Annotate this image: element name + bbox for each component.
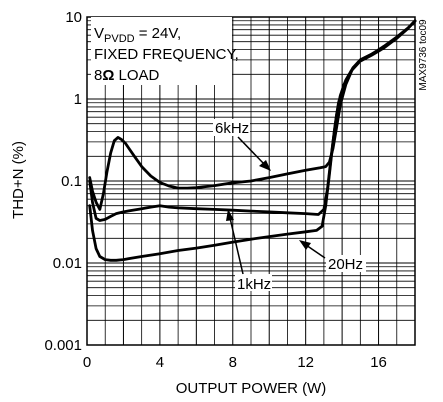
y-axis-title: THD+N (%)	[10, 141, 27, 219]
annotation-1khz-label: 1kHz	[237, 276, 271, 293]
conditions-label-bg	[91, 17, 232, 85]
conditions-line-1: VPVDD = 24V,	[94, 25, 181, 45]
tick-layer: 0 4 8 12 16 0.001 0.01 0.1 1 10	[44, 9, 386, 371]
x-tick-label: 16	[370, 354, 387, 371]
annotation-20hz-arrow	[305, 244, 326, 259]
side-code: MAX9736 toc09	[418, 19, 429, 91]
series-line-20hz	[88, 19, 417, 262]
annotation-20hz-bg	[326, 255, 366, 272]
annotation-6khz: 6kHz	[213, 119, 271, 171]
annotation-6khz-arrow	[237, 136, 266, 166]
annotation-20hz-label: 20Hz	[328, 256, 363, 273]
annotation-1khz-arrowhead	[226, 209, 234, 221]
x-tick-label: 4	[156, 354, 164, 371]
x-axis-title: OUTPUT POWER (W)	[176, 380, 327, 397]
annotation-6khz-bg	[213, 119, 250, 136]
y-tick-label: 0.001	[44, 337, 82, 354]
annotation-1khz-bg	[235, 274, 272, 291]
plot-frame	[86, 16, 416, 346]
y-tick-label: 0.1	[61, 173, 82, 190]
x-tick-label: 0	[83, 354, 91, 371]
series-layer	[88, 19, 417, 262]
y-tick-label: 10	[65, 9, 82, 26]
annotation-20hz-arrowhead	[299, 240, 311, 250]
conditions-line-2: FIXED FREQUENCY,	[94, 46, 239, 63]
annotation-6khz-arrowhead	[259, 160, 271, 171]
conditions-line-3: 8Ω LOAD	[94, 67, 160, 84]
x-tick-label: 12	[297, 354, 314, 371]
annotation-1khz-arrow	[229, 217, 244, 275]
annotation-1khz: 1kHz	[226, 209, 272, 293]
y-tick-label: 1	[74, 91, 82, 108]
x-tick-label: 8	[229, 354, 237, 371]
frame-layer	[86, 16, 416, 346]
y-tick-label: 0.01	[53, 255, 82, 272]
annotation-6khz-label: 6kHz	[215, 120, 249, 137]
annotation-20hz: 20Hz	[299, 240, 366, 273]
conditions-label: VPVDD = 24V, FIXED FREQUENCY, 8Ω LOAD	[91, 17, 239, 85]
